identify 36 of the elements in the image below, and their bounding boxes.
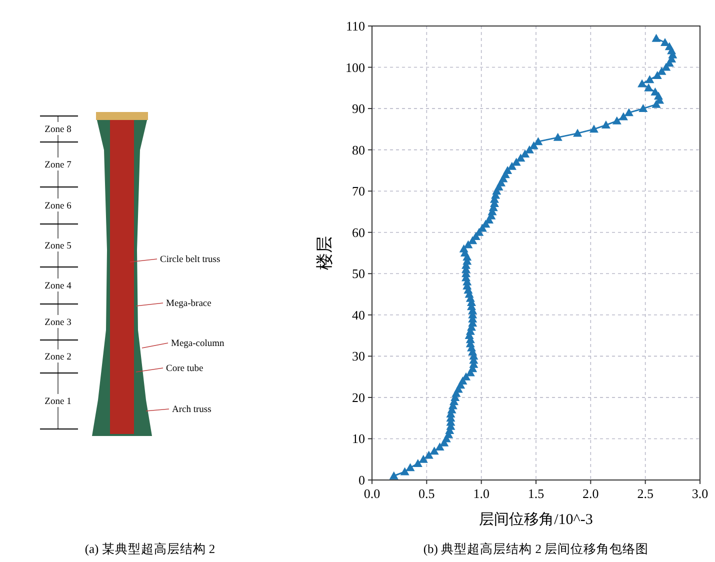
x-tick-label: 0.5 [418,486,435,501]
text: Zone 2 [44,352,72,362]
y-tick-label: 20 [352,390,365,405]
y-tick-label: 0 [358,472,365,488]
text: Core tube [166,364,204,374]
y-tick-label: 50 [352,266,365,282]
y-tick-label: 30 [352,348,365,364]
text: Zone 1 [44,397,72,407]
y-axis-title: 楼层 [315,236,334,270]
text: Zone 5 [44,242,72,252]
y-tick-label: 110 [346,18,365,34]
y-tick-label: 60 [352,224,365,240]
y-tick-label: 40 [352,307,365,322]
x-tick-label: 2.0 [582,486,599,501]
text: Zone 6 [44,202,72,212]
text: Zone 7 [44,160,72,170]
x-tick-label: 1.0 [473,486,490,501]
y-tick-label: 90 [352,101,365,116]
x-tick-label: 1.5 [528,486,544,501]
y-tick-label: 10 [352,431,365,446]
x-tick-label: 3.0 [692,486,708,501]
text: Circle belt truss [160,255,220,265]
text: Zone 8 [44,125,72,135]
text: Zone 4 [44,282,72,292]
text: Mega-column [171,339,225,349]
y-tick-label: 100 [346,60,365,75]
text: Mega-brace [166,299,212,309]
text: (a) 某典型超高层结构 2 [84,541,216,556]
y-tick-label: 70 [352,184,365,199]
y-tick-label: 80 [352,142,365,158]
text: Zone 3 [44,318,72,328]
x-axis-title: 层间位移角/10^-3 [479,511,593,528]
text: Arch truss [172,405,212,415]
x-tick-label: 2.5 [637,486,654,501]
text: (b) 典型超高层结构 2 层间位移角包络图 [423,541,649,556]
x-tick-label: 0.0 [364,486,380,501]
